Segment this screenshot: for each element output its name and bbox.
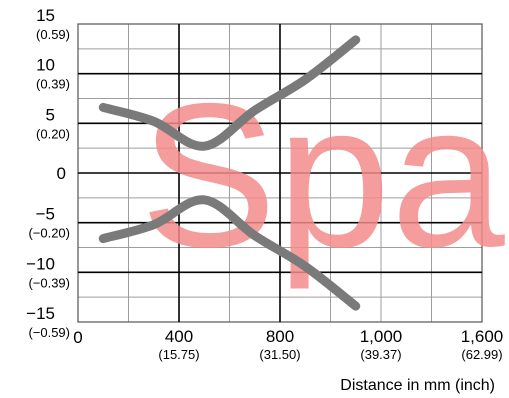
y-tick-sublabel: (0.39)	[36, 77, 70, 92]
y-tick-label: 5	[46, 105, 55, 124]
x-tick-sublabel: (31.50)	[259, 347, 300, 362]
x-tick-sublabel: (39.37)	[360, 347, 401, 362]
x-tick-labels: 0 400(15.75) 800(31.50) 1,000(39.37) 1,600(6…	[73, 327, 503, 362]
y-tick-sublabel: (−0.20)	[28, 226, 70, 241]
y-tick-sublabel: (0.59)	[36, 27, 70, 42]
y-tick-sublabel: (−0.59)	[28, 325, 70, 340]
y-tick-label: −15	[26, 304, 55, 323]
x-tick-label: 0	[73, 328, 82, 347]
y-tick-label: 10	[36, 56, 55, 75]
series-line-upper	[98, 35, 361, 151]
y-tick-label: 0	[57, 164, 66, 183]
series-layer	[98, 35, 361, 311]
watermark-text: Spa	[140, 61, 506, 290]
x-tick-sublabel: (15.75)	[158, 347, 199, 362]
series-line-lower	[98, 195, 361, 311]
x-tick-label: 1,000	[360, 327, 403, 346]
y-tick-label: −10	[26, 254, 55, 273]
x-axis-label: Distance in mm (inch)	[340, 377, 495, 394]
y-tick-sublabel: (0.20)	[36, 126, 70, 141]
y-tick-sublabel: (−0.39)	[28, 275, 70, 290]
x-tick-label: 400	[165, 327, 193, 346]
x-tick-sublabel: (62.99)	[461, 347, 502, 362]
y-tick-label: 15	[36, 6, 55, 25]
x-tick-label: 800	[266, 327, 294, 346]
x-tick-label: 1,600	[461, 327, 504, 346]
y-tick-labels: 15 (0.59) 10 (0.39) 5 (0.20) 0 −5 (−0.20) −10 (−0.…	[26, 6, 70, 340]
y-tick-label: −5	[36, 205, 55, 224]
